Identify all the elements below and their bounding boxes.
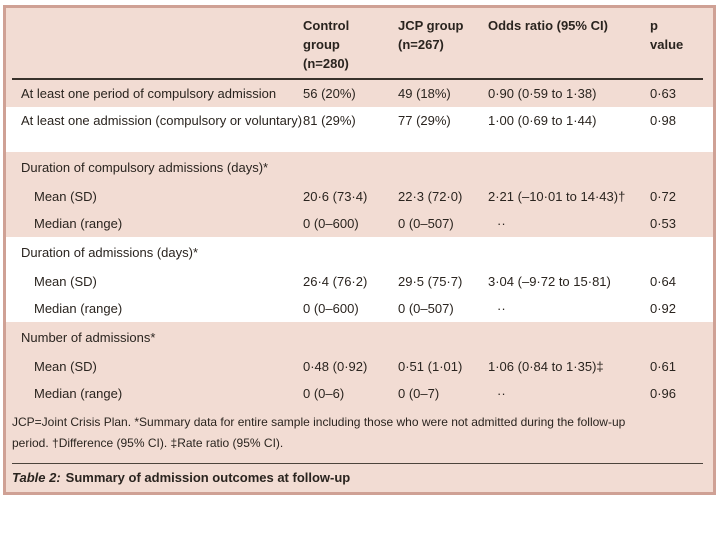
odds-ratio-value: 1·00 (0·69 to 1·44) — [488, 113, 597, 128]
table-row-any-admission: At least one admission (compulsory or vo… — [6, 107, 713, 152]
jcp-value: 0 (0–507) — [398, 215, 454, 231]
table-caption-title: Summary of admission outcomes at follow-… — [65, 470, 351, 485]
odds-ratio-value: 2·21 (–10·01 to 14·43)† — [488, 188, 626, 204]
row-label: Median (range) — [34, 385, 123, 401]
row-label: At least one admission (compulsory or vo… — [21, 113, 303, 128]
section-label: Duration of compulsory admissions (days)… — [21, 159, 269, 175]
p-value: 0·64 — [650, 273, 677, 289]
odds-ratio-value: ·· — [497, 385, 506, 401]
control-value: 56 (20%) — [303, 85, 356, 101]
table-footnote: JCP=Joint Crisis Plan. *Summary data for… — [12, 415, 626, 450]
section-label: Number of admissions* — [21, 329, 156, 345]
odds-ratio-value: 3·04 (–9·72 to 15·81) — [488, 273, 611, 289]
table-row-mean-sd: Mean (SD) 26·4 (76·2) 29·5 (75·7) 3·04 (… — [6, 268, 713, 295]
section-row-number-admissions: Number of admissions* — [6, 322, 713, 353]
table-row-mean-sd: Mean (SD) 0·48 (0·92) 0·51 (1·01) 1·06 (… — [6, 353, 713, 380]
p-value: 0·53 — [650, 215, 677, 231]
row-label: Mean (SD) — [34, 273, 97, 289]
jcp-value: 0 (0–7) — [398, 385, 440, 401]
jcp-value: 0·51 (1·01) — [398, 358, 463, 374]
section-row-duration-compulsory: Duration of compulsory admissions (days)… — [6, 152, 713, 183]
odds-ratio-value: ·· — [497, 300, 506, 316]
header-rule — [12, 78, 703, 80]
column-header-p-value: p value — [650, 18, 684, 52]
column-header-odds-ratio: Odds ratio (95% CI) — [488, 18, 608, 33]
section-label: Duration of admissions (days)* — [21, 244, 199, 260]
jcp-value: 49 (18%) — [398, 85, 451, 101]
table-caption-number: Table 2: — [12, 470, 61, 485]
table2-admission-outcomes: Control group (n=280) JCP group (n=267) … — [3, 5, 716, 495]
control-value: 0·48 (0·92) — [303, 358, 368, 374]
control-value: 0 (0–600) — [303, 300, 359, 316]
table-body: At least one period of compulsory admiss… — [6, 80, 713, 407]
jcp-value: 77 (29%) — [398, 113, 451, 128]
control-value: 81 (29%) — [303, 113, 356, 128]
jcp-value: 0 (0–507) — [398, 300, 454, 316]
section-row-duration-admissions: Duration of admissions (days)* — [6, 237, 713, 268]
table-row-mean-sd: Mean (SD) 20·6 (73·4) 22·3 (72·0) 2·21 (… — [6, 183, 713, 210]
caption-rule — [12, 463, 703, 464]
column-header-jcp-group: JCP group (n=267) — [398, 18, 464, 52]
row-label: At least one period of compulsory admiss… — [21, 85, 277, 101]
odds-ratio-value: 1·06 (0·84 to 1·35)‡ — [488, 358, 604, 374]
odds-ratio-value: 0·90 (0·59 to 1·38) — [488, 85, 597, 101]
jcp-value: 29·5 (75·7) — [398, 273, 463, 289]
row-label: Median (range) — [34, 215, 123, 231]
jcp-value: 22·3 (72·0) — [398, 188, 463, 204]
control-value: 0 (0–6) — [303, 385, 345, 401]
p-value: 0·72 — [650, 188, 677, 204]
column-header-control-group: Control group (n=280) — [303, 18, 350, 71]
table-header-row: Control group (n=280) JCP group (n=267) … — [6, 8, 713, 78]
p-value: 0·61 — [650, 358, 677, 374]
p-value: 0·63 — [650, 85, 677, 101]
table-row-median-range: Median (range) 0 (0–600) 0 (0–507) ·· 0·… — [6, 210, 713, 237]
control-value: 20·6 (73·4) — [303, 188, 368, 204]
row-label: Median (range) — [34, 300, 123, 316]
row-label: Mean (SD) — [34, 358, 97, 374]
odds-ratio-value: ·· — [497, 215, 506, 231]
table-row-median-range: Median (range) 0 (0–6) 0 (0–7) ·· 0·96 — [6, 380, 713, 407]
p-value: 0·96 — [650, 385, 677, 401]
table-row-compulsory-admission: At least one period of compulsory admiss… — [6, 80, 713, 107]
row-label: Mean (SD) — [34, 188, 97, 204]
control-value: 26·4 (76·2) — [303, 273, 368, 289]
p-value: 0·98 — [650, 113, 677, 128]
table-row-median-range: Median (range) 0 (0–600) 0 (0–507) ·· 0·… — [6, 295, 713, 322]
table-caption: Table 2: Summary of admission outcomes at… — [12, 470, 703, 485]
p-value: 0·92 — [650, 300, 677, 316]
control-value: 0 (0–600) — [303, 215, 359, 231]
